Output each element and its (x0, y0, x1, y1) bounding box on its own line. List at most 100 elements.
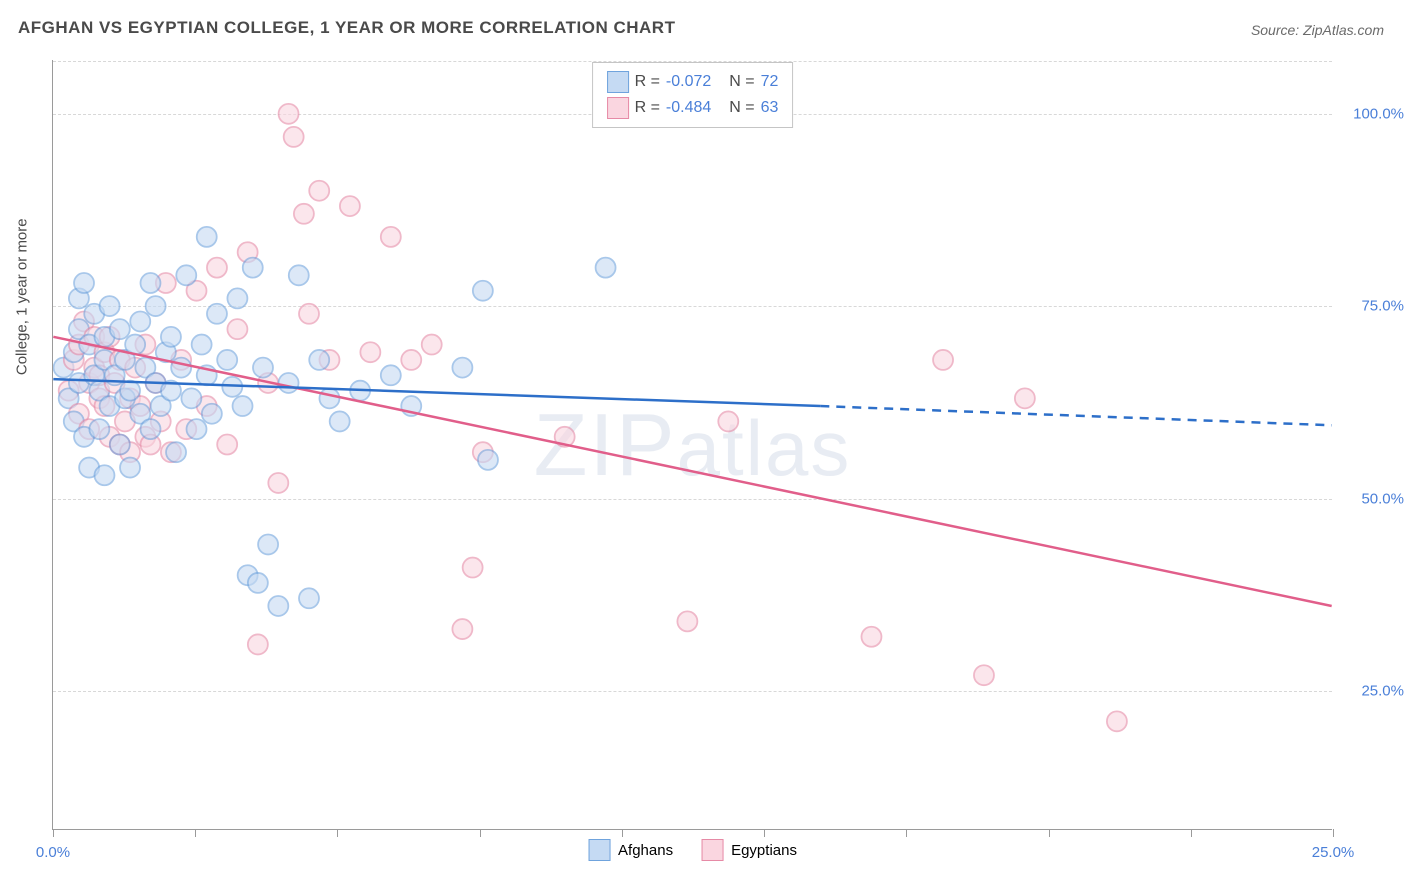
n-label: N = (729, 99, 754, 117)
data-point (89, 365, 109, 385)
data-point (197, 227, 217, 247)
y-axis-title: College, 1 year or more (14, 218, 31, 375)
x-tick (1333, 829, 1334, 837)
data-point (69, 373, 89, 393)
swatch-egyptians-icon (701, 839, 723, 861)
data-point (74, 311, 94, 331)
data-point (105, 365, 125, 385)
data-point (289, 265, 309, 285)
data-point (115, 350, 135, 370)
data-point (74, 427, 94, 447)
data-point (105, 373, 125, 393)
data-point (69, 404, 89, 424)
data-point (187, 281, 207, 301)
data-point (69, 319, 89, 339)
data-point (125, 358, 145, 378)
n-value-egyptians: 63 (761, 99, 779, 117)
data-point (161, 381, 181, 401)
data-point (279, 373, 299, 393)
data-point (248, 634, 268, 654)
series-legend-afghans: Afghans (588, 839, 673, 861)
data-point (933, 350, 953, 370)
data-point (974, 665, 994, 685)
data-point (596, 258, 616, 278)
data-point (120, 381, 140, 401)
chart-title: AFGHAN VS EGYPTIAN COLLEGE, 1 YEAR OR MO… (18, 18, 675, 38)
data-point (64, 350, 84, 370)
data-point (135, 427, 155, 447)
data-point (59, 388, 79, 408)
x-tick (195, 829, 196, 837)
data-point (258, 373, 278, 393)
data-point (452, 358, 472, 378)
data-point (197, 365, 217, 385)
data-point (340, 196, 360, 216)
data-point (422, 335, 442, 355)
data-point (258, 534, 278, 554)
data-point (202, 404, 222, 424)
data-point (161, 327, 181, 347)
data-point (69, 288, 89, 308)
correlation-legend-row-egyptians: R = -0.484 N = 63 (607, 95, 779, 121)
data-point (59, 381, 79, 401)
data-point (156, 273, 176, 293)
watermark-small: atlas (677, 404, 852, 492)
data-point (151, 396, 171, 416)
r-value-afghans: -0.072 (666, 73, 711, 91)
data-point (115, 388, 135, 408)
data-point (146, 373, 166, 393)
gridline (53, 499, 1332, 500)
data-point (140, 419, 160, 439)
x-tick (1191, 829, 1192, 837)
data-point (100, 327, 120, 347)
r-value-egyptians: -0.484 (666, 99, 711, 117)
data-point (718, 411, 738, 431)
watermark-big: ZIP (534, 395, 677, 494)
swatch-afghans-icon (588, 839, 610, 861)
data-point (330, 411, 350, 431)
chart-container: AFGHAN VS EGYPTIAN COLLEGE, 1 YEAR OR MO… (0, 0, 1406, 892)
data-point (79, 419, 99, 439)
data-point (84, 327, 104, 347)
data-point (120, 388, 140, 408)
data-point (89, 419, 109, 439)
data-point (135, 358, 155, 378)
data-point (89, 381, 109, 401)
data-point (222, 377, 242, 397)
data-point (74, 273, 94, 293)
chart-svg (53, 60, 1332, 829)
data-point (217, 350, 237, 370)
data-point (187, 419, 207, 439)
data-point (110, 435, 130, 455)
data-point (463, 558, 483, 578)
series-legend-egyptians: Egyptians (701, 839, 797, 861)
data-point (120, 442, 140, 462)
trend-line (53, 379, 820, 406)
data-point (319, 388, 339, 408)
data-point (473, 442, 493, 462)
data-point (151, 411, 171, 431)
data-point (79, 373, 99, 393)
data-point (54, 358, 74, 378)
data-point (268, 596, 288, 616)
data-point (176, 419, 196, 439)
data-point (130, 404, 150, 424)
data-point (84, 365, 104, 385)
gridline (53, 306, 1332, 307)
data-point (197, 396, 217, 416)
correlation-legend-row-afghans: R = -0.072 N = 72 (607, 69, 779, 95)
data-point (94, 327, 114, 347)
y-tick-label: 100.0% (1340, 105, 1404, 122)
trend-line (820, 406, 1331, 425)
data-point (94, 396, 114, 416)
swatch-afghans (607, 71, 629, 93)
data-point (243, 258, 263, 278)
x-tick (337, 829, 338, 837)
data-point (401, 396, 421, 416)
data-point (473, 281, 493, 301)
plot-area: ZIPatlas R = -0.072 N = 72 R = -0.484 N … (52, 60, 1332, 830)
n-value-afghans: 72 (761, 73, 779, 91)
data-point (350, 381, 370, 401)
data-point (309, 181, 329, 201)
series-legend: Afghans Egyptians (588, 839, 797, 861)
